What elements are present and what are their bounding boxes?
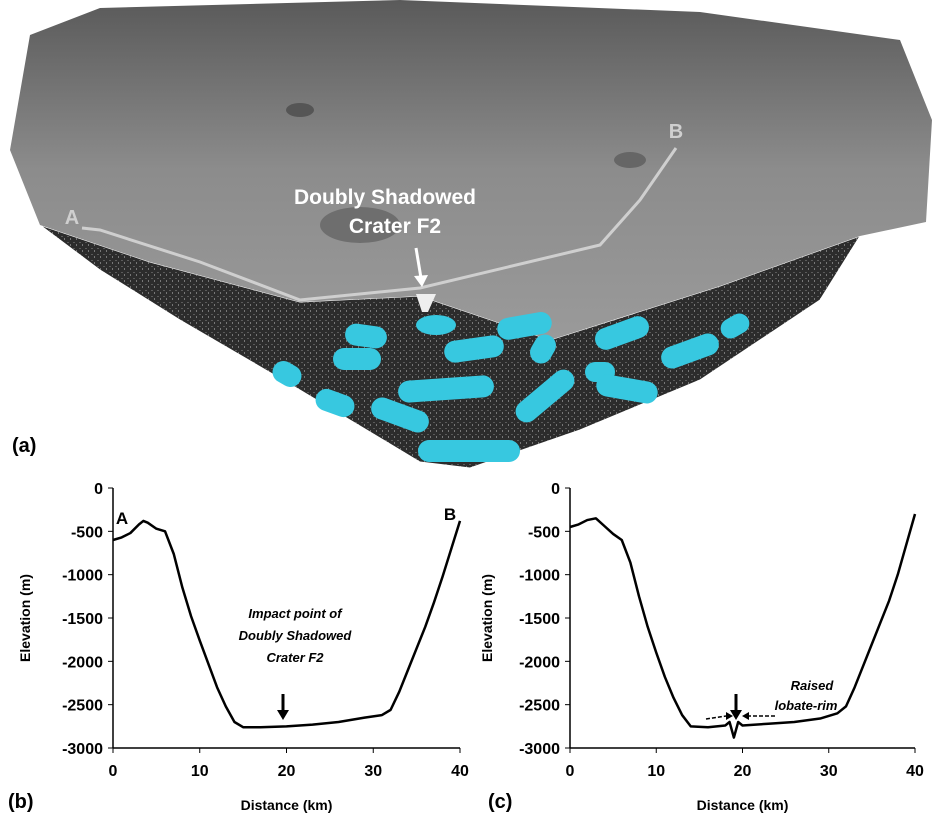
- annotation: Doubly Shadowed: [239, 628, 353, 643]
- point-label: B: [444, 505, 456, 524]
- x-tick-label: 40: [906, 763, 924, 780]
- crater-label: Doubly Shadowed: [294, 186, 476, 209]
- profile-line: [570, 514, 915, 738]
- annotation: Impact point of: [248, 606, 343, 621]
- y-axis-label: Elevation (m): [17, 574, 33, 662]
- panel-label: (a): [12, 435, 36, 457]
- panel-label: (c): [488, 791, 512, 813]
- crater-label: Crater F2: [349, 215, 441, 238]
- y-tick-label: -1000: [519, 568, 560, 585]
- point-label: B: [669, 121, 683, 143]
- panel-a-render: [10, 0, 932, 468]
- y-tick-label: -500: [528, 524, 560, 541]
- rim-arrow: [706, 716, 726, 719]
- x-tick-label: 20: [734, 763, 752, 780]
- point-label: A: [65, 207, 79, 229]
- x-tick-label: 10: [647, 763, 665, 780]
- y-tick-label: 0: [551, 481, 560, 498]
- arrow-head: [730, 710, 742, 720]
- x-tick-label: 0: [109, 763, 118, 780]
- annotation: Crater F2: [266, 650, 324, 665]
- point-label: A: [116, 509, 128, 528]
- y-tick-label: -3000: [62, 741, 103, 758]
- y-tick-label: 0: [94, 481, 103, 498]
- y-tick-label: -2500: [519, 698, 560, 715]
- x-tick-label: 40: [451, 763, 469, 780]
- y-tick-label: -500: [71, 524, 103, 541]
- y-tick-label: -3000: [519, 741, 560, 758]
- y-tick-label: -2000: [519, 654, 560, 671]
- x-axis-label: Distance (km): [697, 797, 789, 813]
- x-tick-label: 20: [278, 763, 296, 780]
- arrow-head: [742, 712, 749, 720]
- x-tick-label: 0: [566, 763, 575, 780]
- y-tick-label: -2500: [62, 698, 103, 715]
- annotation: Raised: [791, 678, 835, 693]
- x-tick-label: 10: [191, 763, 209, 780]
- y-tick-label: -1500: [62, 611, 103, 628]
- y-tick-label: -2000: [62, 654, 103, 671]
- arrow-head: [277, 710, 289, 720]
- x-tick-label: 30: [820, 763, 838, 780]
- y-axis-label: Elevation (m): [479, 574, 495, 662]
- x-axis-label: Distance (km): [241, 797, 333, 813]
- profile-line: [113, 521, 460, 727]
- annotation: lobate-rim: [775, 698, 838, 713]
- panel-label: (b): [8, 791, 34, 813]
- x-tick-label: 30: [364, 763, 382, 780]
- y-tick-label: -1000: [62, 568, 103, 585]
- y-tick-label: -1500: [519, 611, 560, 628]
- figure: A B Doubly Shadowed Crater F2 (a) 0 -500 -…: [0, 0, 941, 816]
